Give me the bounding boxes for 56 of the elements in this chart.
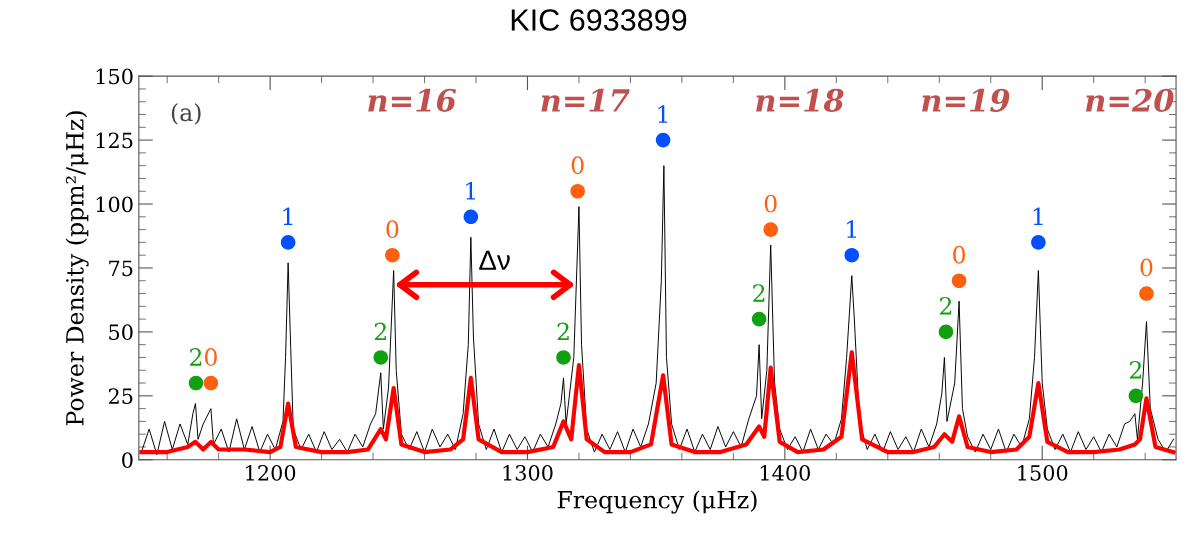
- y-tick-label: 75: [109, 260, 133, 277]
- y-tick-label: 125: [96, 132, 133, 149]
- y-tick-label: 0: [122, 452, 133, 468]
- point: [951, 273, 967, 289]
- text: 0: [764, 194, 777, 213]
- point: [844, 247, 860, 263]
- point: [655, 132, 671, 148]
- x-tick-label: 1500: [1018, 464, 1068, 481]
- x-tick-label: 1300: [503, 464, 553, 481]
- x-tick-label: 1200: [246, 464, 296, 481]
- point: [570, 183, 585, 199]
- text: 0: [953, 245, 966, 264]
- annotation: n=20: [1085, 88, 1174, 112]
- point: [188, 375, 204, 391]
- text: 1: [466, 181, 476, 200]
- y-tick-label: 150: [96, 68, 133, 85]
- annotation: n=16: [368, 88, 457, 112]
- y-axis-title: Power Density (ppm²/μHz): [65, 111, 89, 426]
- point: [280, 235, 296, 250]
- point: [1139, 286, 1154, 301]
- text: 1: [847, 220, 856, 238]
- text: 2: [557, 322, 569, 341]
- point: [1128, 388, 1144, 404]
- point: [373, 350, 389, 365]
- text: 0: [386, 220, 399, 239]
- point: [463, 209, 479, 225]
- annotation: (a): [171, 103, 201, 125]
- chart-title: KIC 6933899: [511, 9, 687, 31]
- text: 1: [658, 105, 668, 123]
- text: 2: [190, 348, 202, 366]
- y-tick-label: 25: [108, 388, 133, 405]
- point: [1031, 235, 1046, 250]
- text: 0: [204, 348, 217, 366]
- text: 0: [1140, 258, 1153, 277]
- x-axis-title: Frequency (μHz): [557, 490, 757, 514]
- point: [556, 350, 571, 365]
- text: 2: [753, 284, 765, 302]
- text: 1: [1033, 207, 1043, 225]
- text: 2: [1129, 360, 1142, 379]
- series-label: 2: [374, 322, 386, 341]
- y-tick-label: 100: [96, 196, 133, 213]
- point: [203, 375, 219, 391]
- annotation: Δν: [479, 250, 510, 270]
- point: [763, 222, 778, 237]
- series-label: 0: [571, 156, 584, 175]
- annotation: n=18: [756, 88, 844, 112]
- point: [385, 247, 400, 263]
- point: [938, 324, 954, 340]
- annotation: n=19: [922, 88, 1010, 112]
- point: [751, 311, 767, 327]
- line-series: [139, 350, 1176, 455]
- text: 2: [940, 296, 952, 315]
- y-tick-label: 50: [109, 324, 133, 341]
- series-label: 1: [283, 207, 293, 225]
- x-tick-label: 1400: [760, 464, 810, 481]
- annotation: n=17: [541, 88, 630, 112]
